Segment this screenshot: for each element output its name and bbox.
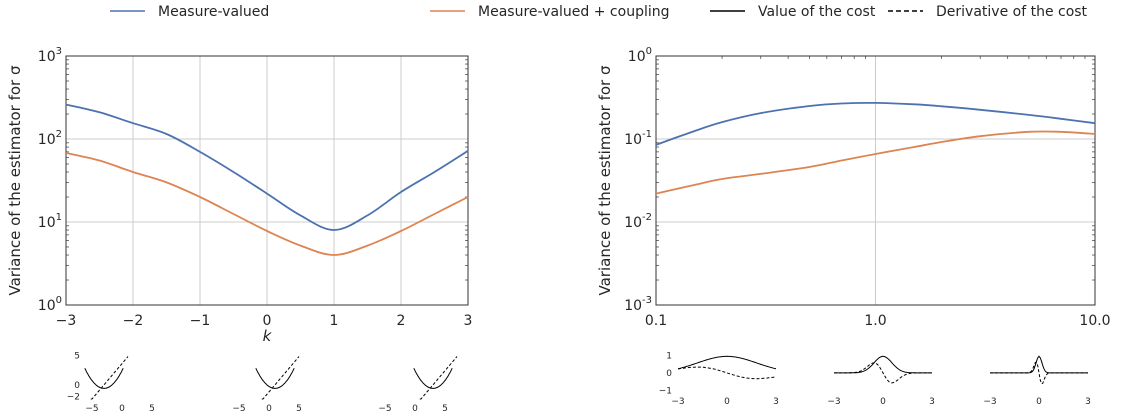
- left-inset-0-value-curve: [84, 368, 124, 389]
- right-inset-1-x-tick-1: 0: [880, 397, 886, 407]
- right-inset-1-x-tick-0: −3: [827, 397, 840, 407]
- right-inset-1-derivative-curve: [834, 362, 932, 384]
- right-inset-2-derivative-curve: [990, 361, 1088, 385]
- legend-label-1: Measure-valued + coupling: [478, 4, 670, 20]
- plot-frame-1: [655, 55, 1096, 306]
- right-inset-1: −3 0 3: [827, 355, 935, 407]
- y-tick-label-0-1: 101: [38, 212, 62, 231]
- plot-frame-0: [65, 55, 469, 306]
- left-inset-2: −5 0 5: [378, 356, 458, 414]
- y-axis-label-0: Variance of the estimator for σ: [6, 65, 24, 295]
- x-tick-label-0-1: −2: [123, 313, 144, 329]
- right-inset-0-x-tick-2: 3: [773, 397, 779, 407]
- right-inset-2-x-tick-0: −3: [983, 397, 996, 407]
- left-inset-2-x-tick-2: 5: [442, 404, 448, 414]
- x-tick-label-0-5: 2: [397, 313, 406, 329]
- y-tick-label-1-0: 100: [628, 46, 652, 65]
- right-inset-2-x-tick-2: 3: [1085, 397, 1091, 407]
- right-inset-2-x-tick-1: 0: [1036, 397, 1042, 407]
- right-inset-0-value-curve: [677, 355, 777, 370]
- left-inset-2-x-tick-1: 0: [412, 404, 418, 414]
- left-inset-0-derivative-curve: [90, 356, 129, 400]
- y-tick-label-0-2: 102: [38, 129, 62, 148]
- series-line-1-1: [655, 130, 1096, 195]
- right-inset-0-x-tick-1: 0: [724, 397, 730, 407]
- right-inset-1-x-tick-2: 3: [929, 397, 935, 407]
- right-inset-0-y-tick-2: −1: [659, 386, 672, 396]
- y-tick-label-1-1: 10-1: [624, 129, 652, 148]
- right-inset-1-value-curve: [834, 355, 932, 374]
- left-inset-1: −5 0 5: [232, 356, 302, 414]
- x-tick-label-0-0: −3: [56, 313, 77, 329]
- left-inset-1-x-tick-2: 5: [296, 404, 302, 414]
- left-inset-0-x-tick-0: −5: [85, 404, 98, 414]
- right-inset-0: −3 0 3 1 0 −1: [659, 351, 779, 407]
- x-tick-label-1-0: 0.1: [645, 313, 667, 329]
- y-tick-label-1-2: 10-2: [624, 212, 652, 231]
- y-tick-label-0-3: 103: [38, 46, 62, 65]
- right-inset-0-y-tick-1: 0: [666, 369, 672, 379]
- right-inset-2: −3 0 3: [983, 355, 1091, 407]
- x-tick-label-0-3: 0: [263, 313, 272, 329]
- x-tick-label-1-2: 10.0: [1079, 313, 1110, 329]
- series-line-0-1: [65, 152, 469, 256]
- left-inset-1-x-tick-0: −5: [232, 404, 245, 414]
- y-tick-label-1-3: 10-3: [624, 295, 652, 314]
- right-inset-0-y-tick-0: 1: [666, 351, 672, 361]
- left-inset-0-x-tick-1: 0: [119, 404, 125, 414]
- y-tick-label-0-0: 100: [38, 295, 62, 314]
- left-inset-1-derivative-curve: [261, 356, 300, 400]
- right-inset-0-x-tick-0: −3: [671, 397, 684, 407]
- legend-label-3: Derivative of the cost: [936, 4, 1088, 20]
- right-inset-0-derivative-curve: [677, 366, 777, 380]
- left-inset-0-y-tick-0: 5: [74, 351, 80, 361]
- left-inset-2-value-curve: [413, 368, 453, 389]
- legend-label-0: Measure-valued: [158, 4, 269, 20]
- series-line-1-0: [655, 101, 1096, 146]
- x-axis-label-0: k: [263, 327, 273, 345]
- left-inset-1-value-curve: [255, 368, 295, 389]
- left-inset-0-x-tick-2: 5: [149, 404, 155, 414]
- legend-label-2: Value of the cost: [758, 4, 876, 20]
- left-inset-0: −5 0 5 5 0 −2: [67, 351, 155, 414]
- x-tick-label-0-4: 1: [330, 313, 339, 329]
- y-axis-label-1: Variance of the estimator for σ: [596, 65, 614, 295]
- left-inset-2-derivative-curve: [419, 356, 458, 400]
- x-tick-label-0-2: −1: [190, 313, 211, 329]
- left-inset-0-y-tick-1: 0: [74, 381, 80, 391]
- x-tick-label-1-1: 1.0: [864, 313, 886, 329]
- left-inset-2-x-tick-0: −5: [378, 404, 391, 414]
- x-tick-label-0-6: 3: [464, 313, 473, 329]
- left-inset-1-x-tick-1: 0: [266, 404, 272, 414]
- left-inset-0-y-tick-2: −2: [67, 393, 80, 403]
- series-line-0-0: [65, 103, 469, 231]
